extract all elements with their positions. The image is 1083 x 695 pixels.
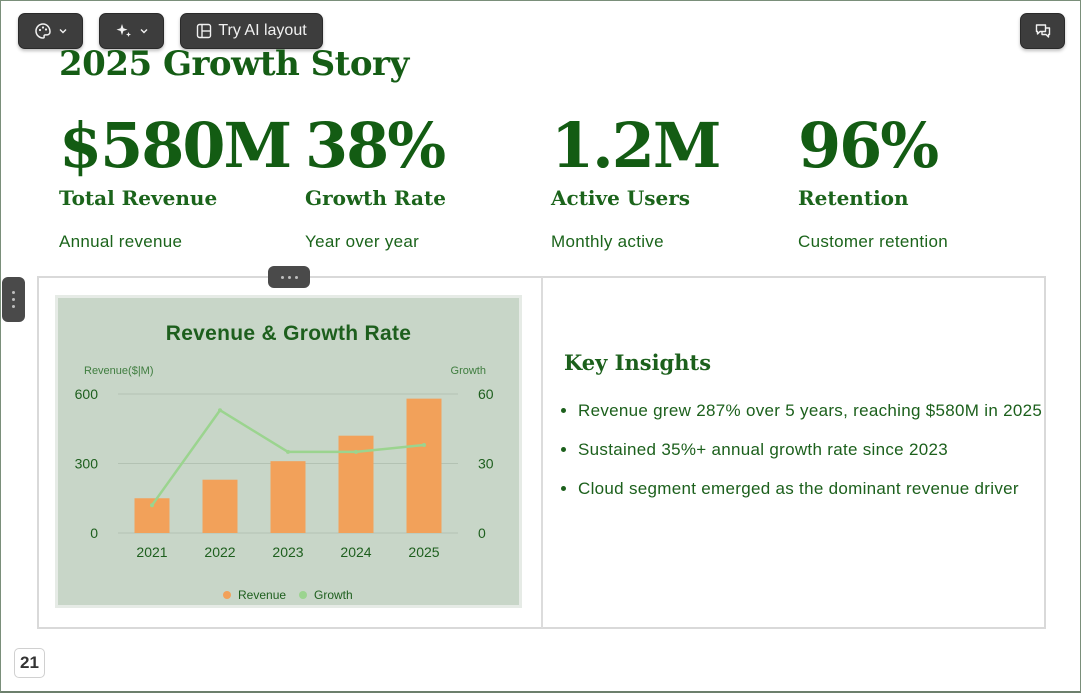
x-tick-label: 2023 bbox=[272, 544, 303, 560]
magic-menu-button[interactable] bbox=[99, 13, 164, 49]
chevron-down-icon bbox=[59, 29, 66, 34]
block-drag-handle[interactable] bbox=[2, 277, 25, 322]
point-growth-2022 bbox=[218, 408, 222, 413]
theme-menu-button[interactable] bbox=[18, 13, 83, 49]
stat-label: Total Revenue bbox=[59, 186, 218, 210]
row-drag-handle[interactable] bbox=[268, 266, 310, 288]
insight-item: Sustained 35%+ annual growth rate since … bbox=[578, 437, 1048, 463]
legend-swatch-growth bbox=[299, 591, 307, 599]
try-ai-layout-label: Try AI layout bbox=[218, 22, 307, 39]
chart-title: Revenue & Growth Rate bbox=[165, 322, 412, 345]
point-growth-2021 bbox=[150, 503, 154, 508]
x-tick-label: 2025 bbox=[408, 544, 439, 560]
y2-tick-label: 60 bbox=[478, 386, 494, 402]
panel-divider bbox=[541, 277, 543, 628]
stat-value: 1.2M bbox=[551, 109, 722, 182]
palette-icon bbox=[34, 23, 51, 39]
point-growth-2024 bbox=[354, 449, 358, 454]
stat-label: Growth Rate bbox=[305, 186, 446, 210]
y-tick-label: 600 bbox=[75, 386, 99, 402]
y2-tick-label: 30 bbox=[478, 456, 494, 472]
revenue-growth-chart: 0 300 600 0 30 60 Revenue($|M) Growth 2021 2022 20… bbox=[75, 365, 494, 602]
bar-revenue-2022 bbox=[202, 479, 238, 533]
bar-revenue-2023 bbox=[270, 461, 306, 533]
x-tick-label: 2022 bbox=[204, 544, 235, 560]
page-number[interactable]: 21 bbox=[14, 648, 45, 678]
comments-button[interactable] bbox=[1020, 13, 1065, 49]
legend-label-growth: Growth bbox=[314, 588, 353, 602]
comment-icon bbox=[1035, 24, 1050, 38]
legend-label-revenue: Revenue bbox=[238, 588, 286, 602]
stat-growth-rate: 38% Growth Rate Year over year bbox=[305, 108, 545, 252]
stat-sublabel: Annual revenue bbox=[59, 232, 183, 251]
stat-retention: 96% Retention Customer retention bbox=[798, 108, 1038, 252]
stat-sublabel: Monthly active bbox=[551, 232, 664, 251]
point-growth-2025 bbox=[422, 442, 426, 447]
insights-list: Revenue grew 287% over 5 years, reaching… bbox=[558, 398, 1048, 515]
insights-title: Key Insights bbox=[564, 350, 712, 375]
x-tick-label: 2024 bbox=[340, 544, 371, 560]
x-tick-label: 2021 bbox=[136, 544, 167, 560]
stat-value: $580M bbox=[59, 109, 292, 182]
stat-value: 38% bbox=[305, 109, 446, 182]
chart-card[interactable]: Revenue & Growth Rate 0 300 600 0 30 60 Revenu… bbox=[55, 295, 522, 608]
insight-item: Revenue grew 287% over 5 years, reaching… bbox=[578, 398, 1048, 424]
stat-label: Retention bbox=[798, 186, 909, 210]
y2-tick-label: 0 bbox=[478, 525, 486, 541]
y-axis-label: Revenue($|M) bbox=[84, 365, 154, 377]
try-ai-layout-button[interactable]: Try AI layout bbox=[180, 13, 323, 49]
sparkle-icon bbox=[116, 24, 131, 37]
bar-revenue-2025 bbox=[406, 398, 442, 533]
stat-active-users: 1.2M Active Users Monthly active bbox=[551, 108, 791, 252]
legend-swatch-revenue bbox=[223, 591, 231, 599]
y-tick-label: 0 bbox=[90, 525, 98, 541]
stat-value: 96% bbox=[798, 109, 939, 182]
stat-label: Active Users bbox=[551, 186, 691, 210]
stat-sublabel: Year over year bbox=[305, 232, 420, 251]
y-tick-label: 300 bbox=[75, 456, 99, 472]
slide-title: 2025 Growth Story bbox=[59, 44, 409, 84]
insight-item: Cloud segment emerged as the dominant re… bbox=[578, 476, 1048, 502]
point-growth-2023 bbox=[286, 449, 290, 454]
stat-sublabel: Customer retention bbox=[798, 232, 948, 251]
chevron-down-icon bbox=[140, 29, 147, 34]
stat-total-revenue: $580M Total Revenue Annual revenue bbox=[59, 108, 299, 252]
y2-axis-label: Growth bbox=[451, 365, 486, 377]
layout-icon bbox=[197, 23, 212, 39]
